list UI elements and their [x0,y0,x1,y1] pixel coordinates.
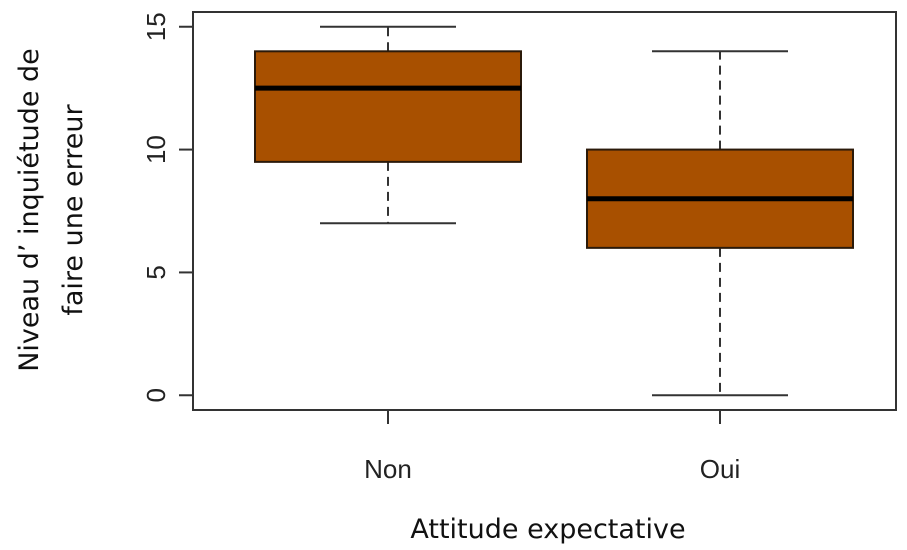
y-tick-label-0: 0 [141,388,171,402]
plot-frame [192,11,897,411]
y-axis-title-line-2: faire une erreur [58,103,89,315]
y-axis-title-line-1: Niveau d’ inquiétude de [14,48,45,372]
box-non [254,50,522,163]
x-axis-title: Attitude expectative [410,514,685,545]
plot-area: 0 5 10 15 Non Oui [141,11,897,484]
x-tick-label-non: Non [364,454,412,484]
y-tick-label-10: 10 [141,135,171,164]
y-tick-label-5: 5 [141,265,171,279]
y-tick-label-15: 15 [141,12,171,41]
x-tick-label-oui: Oui [700,454,740,484]
